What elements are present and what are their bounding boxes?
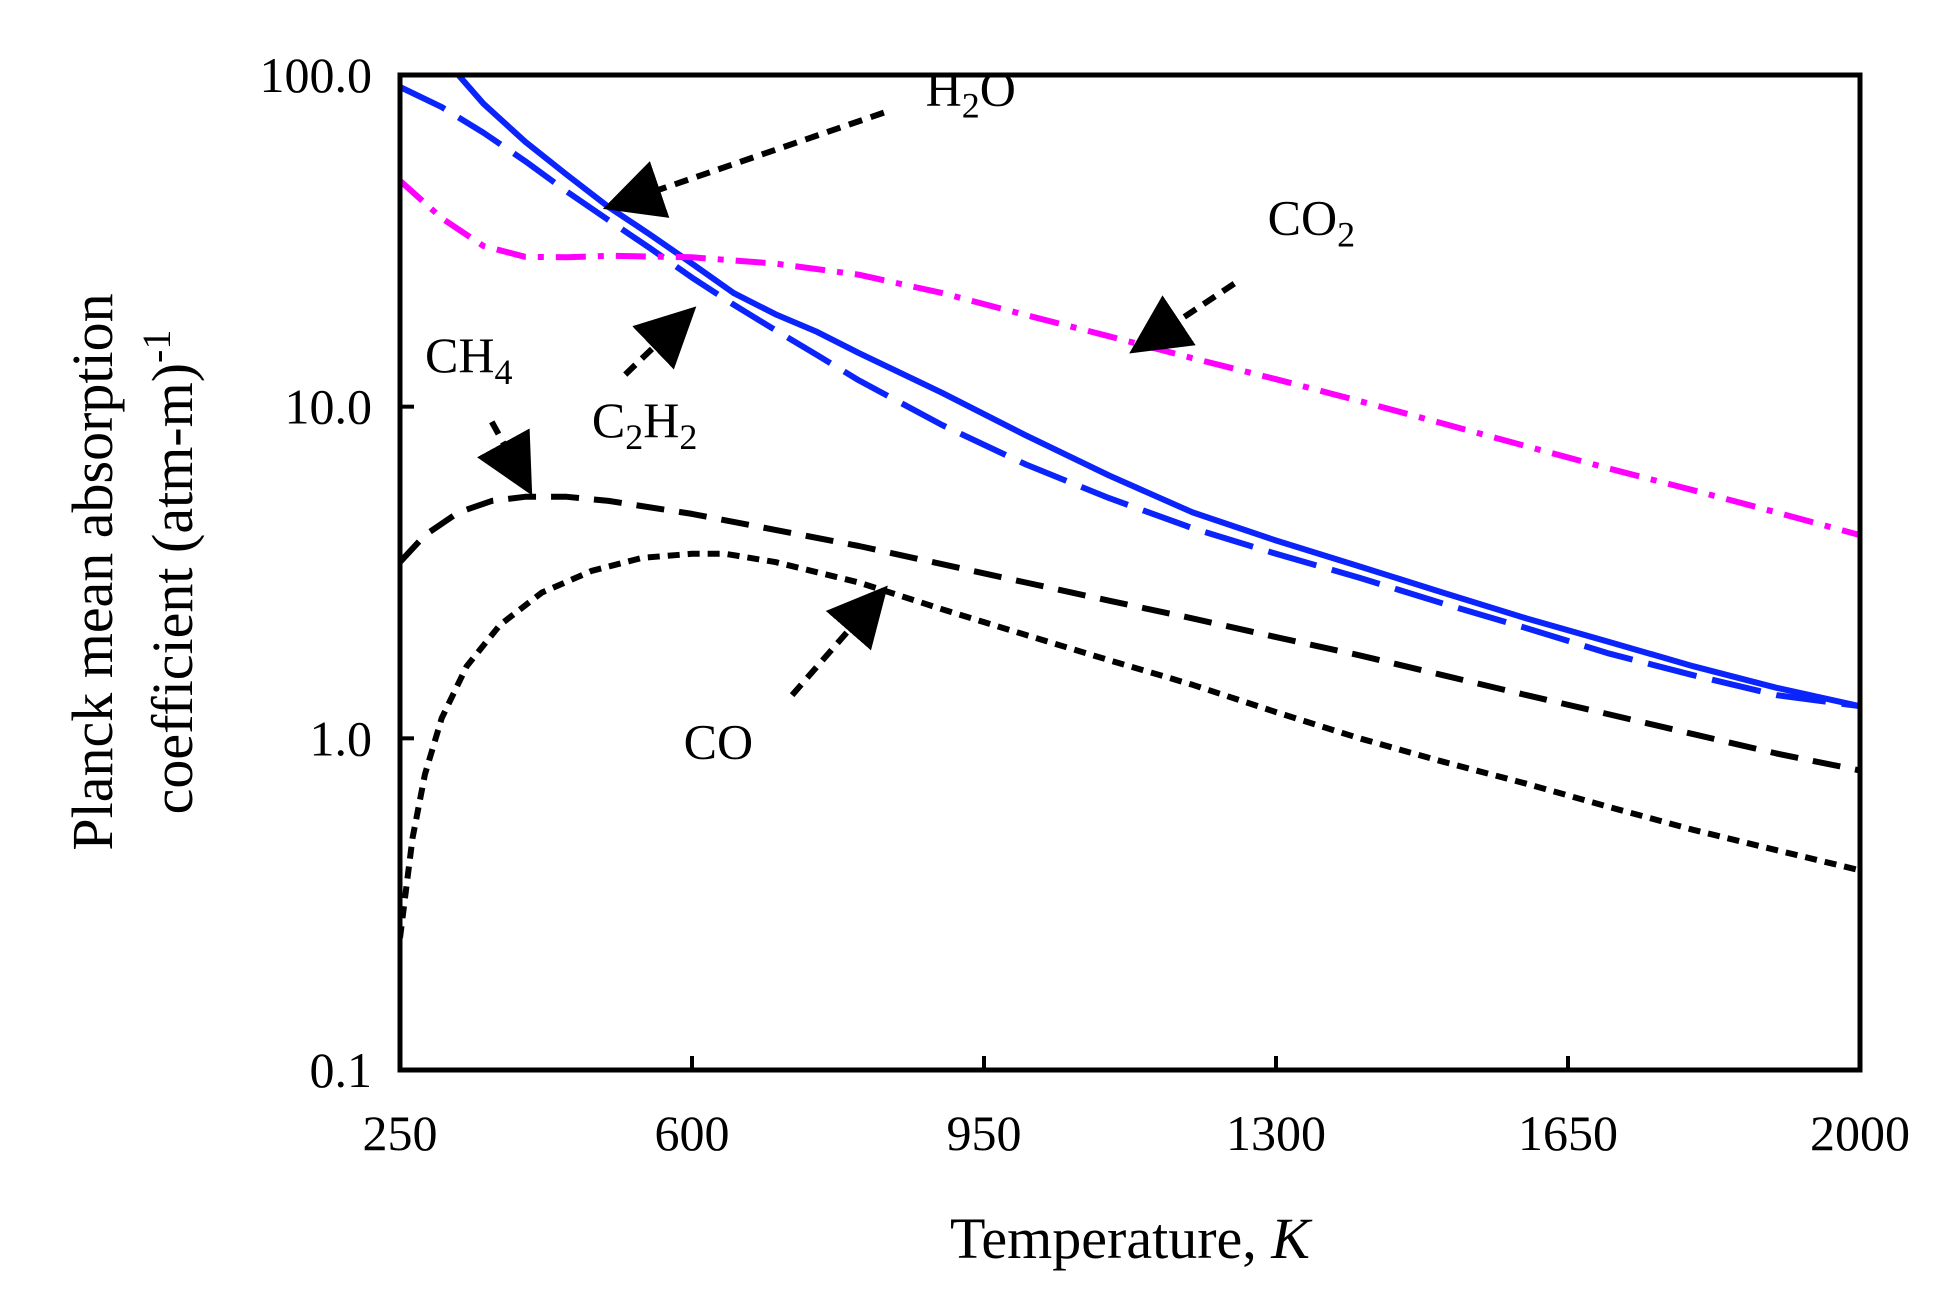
y-axis-title-line1: Planck mean absorption <box>60 293 125 850</box>
annotation-arrow-ch4 <box>477 420 533 496</box>
annotation-label-co2: CO2 <box>1268 190 1355 255</box>
series-line-c2h2 <box>400 84 1860 710</box>
annotation-arrow-co2 <box>1129 281 1236 354</box>
annotation-label-ch4: CH4 <box>425 327 512 392</box>
series-line-h2o <box>456 75 1860 710</box>
annotation-label-co: CO <box>684 713 753 769</box>
x-tick-label-1300: 1300 <box>1226 1105 1326 1161</box>
series-line-co <box>400 550 1860 939</box>
y-tick-label-1.0: 1.0 <box>310 710 373 766</box>
annotation-arrow-co <box>789 585 888 698</box>
x-axis-title: Temperature, K <box>950 1206 1313 1271</box>
y-tick-label-0.1: 0.1 <box>310 1042 373 1098</box>
x-tick-label-950: 950 <box>947 1105 1022 1161</box>
annotation-arrow-c2h2 <box>623 306 697 377</box>
tick-label-layer: 250 600 950 1300 1650 2000 0.1 1.0 10.0 100.0 <box>260 47 1911 1161</box>
x-tick-label-1650: 1650 <box>1518 1105 1618 1161</box>
annotation-label-c2h2: C2H2 <box>592 392 697 457</box>
tick-layer <box>398 73 1862 1072</box>
series-line-ch4 <box>400 493 1860 774</box>
annotation-arrow-h2o <box>602 109 885 218</box>
annotation-label-h2o: H2O <box>926 60 1016 125</box>
plot-frame <box>397 72 1863 1073</box>
x-tick-label-250: 250 <box>363 1105 438 1161</box>
x-tick-label-2000: 2000 <box>1810 1105 1910 1161</box>
x-tick-label-600: 600 <box>655 1105 730 1161</box>
series-layer <box>400 75 1860 939</box>
y-tick-label-100.0: 100.0 <box>260 47 373 103</box>
y-axis-title-line2: coefficient (atm-m)-1 <box>134 330 205 815</box>
annotation-layer: H2O CO2 CH4 C2H2 CO <box>425 60 1355 769</box>
y-tick-label-10.0: 10.0 <box>285 379 373 435</box>
series-line-co2 <box>400 178 1860 538</box>
